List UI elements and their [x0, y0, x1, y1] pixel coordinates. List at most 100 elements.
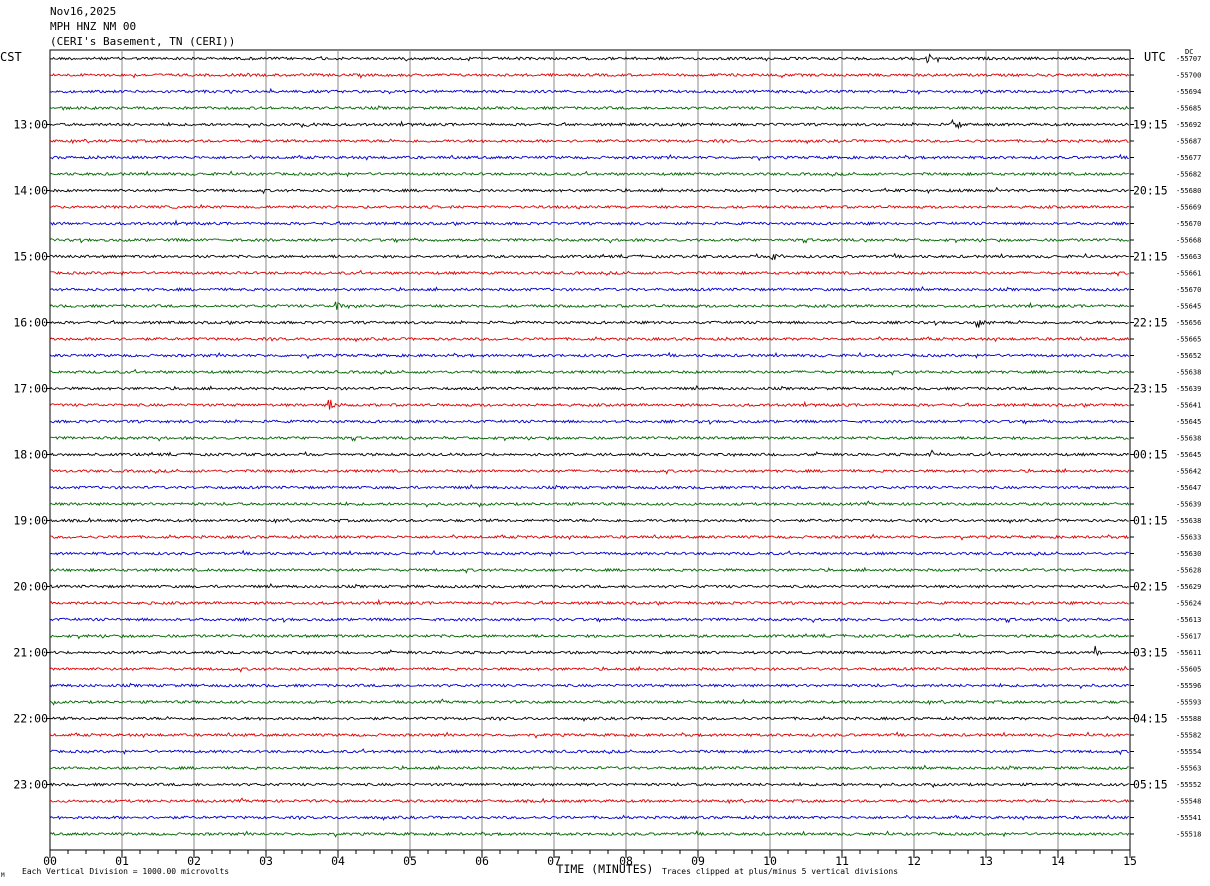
left-hour-label: 15:00: [13, 250, 48, 264]
dc-offset-label: -55554: [1176, 748, 1201, 756]
seismic-trace: [49, 153, 1129, 162]
dc-offset-label: -55685: [1176, 105, 1201, 113]
dc-label: DC: [1185, 48, 1194, 56]
seismic-trace: [49, 87, 1130, 95]
seismic-trace: [49, 715, 1130, 723]
seismic-trace: [49, 368, 1130, 376]
dc-offset-label: -55645: [1176, 451, 1201, 459]
x-tick-label: 03: [259, 854, 273, 868]
dc-offset-label: -55639: [1176, 385, 1201, 393]
seismic-trace: [49, 385, 1130, 391]
dc-offset-label: -55638: [1176, 517, 1201, 525]
seismic-trace: [49, 72, 1130, 79]
plot-frame: [49, 49, 1131, 851]
seismic-trace: [49, 435, 1129, 442]
header-station: MPH HNZ NM 00: [50, 20, 137, 33]
seismic-trace: [49, 665, 1129, 673]
seismic-trace: [49, 484, 1130, 490]
x-tick-label: 04: [331, 854, 345, 868]
dc-offset-label: -55633: [1176, 534, 1201, 542]
seismic-trace: [49, 269, 1129, 277]
seismic-trace: [49, 118, 1130, 130]
seismic-trace: [49, 682, 1130, 690]
right-timezone-label: UTC: [1144, 50, 1166, 64]
dc-offset-label: -55630: [1176, 550, 1201, 558]
dc-offset-label: -55593: [1176, 699, 1201, 707]
right-hour-label: 20:15: [1133, 184, 1168, 198]
x-tick-label: 00: [43, 854, 57, 868]
seismic-trace: [49, 500, 1130, 508]
seismic-trace: [49, 583, 1129, 589]
seismic-trace: [49, 830, 1130, 838]
left-hour-label: 23:00: [13, 778, 48, 792]
dc-offset-label: -55629: [1176, 583, 1201, 591]
seismic-trace: [49, 336, 1130, 343]
seismic-trace: [49, 632, 1129, 640]
seismic-trace: [49, 533, 1130, 541]
dc-offset-label: -55692: [1176, 121, 1201, 129]
seismic-trace: [49, 138, 1129, 145]
dc-offset-label: -55552: [1176, 781, 1201, 789]
seismic-trace: [49, 105, 1130, 111]
x-tick-label: 08: [619, 854, 633, 868]
dc-offset-label: -55700: [1176, 72, 1201, 80]
dc-offset-label: -55669: [1176, 204, 1201, 212]
right-hour-label: 05:15: [1133, 778, 1168, 792]
dc-offset-label: -55680: [1176, 187, 1201, 195]
seismic-trace: [49, 449, 1130, 458]
dc-offset-label: -55641: [1176, 402, 1201, 410]
right-hour-label: 04:15: [1133, 712, 1168, 726]
x-tick-label: 02: [187, 854, 201, 868]
scale-note: Each Vertical Division = 1000.00 microvo…: [22, 867, 230, 876]
seismic-trace: [49, 645, 1130, 657]
seismic-trace: [49, 549, 1129, 557]
seismic-trace: [49, 748, 1129, 756]
x-tick-label: 05: [403, 854, 417, 868]
dc-offset-label: -55645: [1176, 418, 1201, 426]
dc-offset-label: -55694: [1176, 88, 1201, 96]
seismic-trace: [49, 566, 1129, 574]
dc-offset-label: -55611: [1176, 649, 1201, 657]
x-tick-label: 06: [475, 854, 489, 868]
seismic-trace: [49, 731, 1130, 739]
dc-offset-label: -55707: [1176, 55, 1201, 63]
right-hour-label: 00:15: [1133, 448, 1168, 462]
header-date: Nov16,2025: [50, 5, 117, 18]
x-tick-label: 11: [835, 854, 849, 868]
left-hour-label: 13:00: [13, 118, 48, 132]
dc-offset-label: -55639: [1176, 501, 1201, 509]
seismic-trace: [49, 351, 1130, 360]
seismic-trace: [49, 764, 1129, 771]
seismic-trace: [49, 781, 1130, 789]
dc-offset-label: -55613: [1176, 616, 1201, 624]
dc-offset-label: -55582: [1176, 732, 1201, 740]
right-hour-label: 01:15: [1133, 514, 1168, 528]
right-hour-label: 03:15: [1133, 646, 1168, 660]
left-hour-label: 22:00: [13, 712, 48, 726]
seismic-trace: [49, 517, 1129, 525]
right-hour-label: 02:15: [1133, 580, 1168, 594]
seismic-trace: [49, 170, 1129, 178]
dc-offset-label: -55665: [1176, 336, 1201, 344]
dc-offset-label: -55638: [1176, 369, 1201, 377]
dc-offset-label: -55670: [1176, 286, 1201, 294]
seismic-trace: [49, 467, 1130, 475]
left-hour-label: 21:00: [13, 646, 48, 660]
seismic-trace: [49, 814, 1130, 822]
left-hour-label: 18:00: [13, 448, 48, 462]
corner-mark: M: [1, 872, 5, 879]
right-hour-label: 22:15: [1133, 316, 1168, 330]
dc-offset-label: -55668: [1176, 237, 1201, 245]
x-tick-label: 13: [979, 854, 993, 868]
dc-offset-label: -55617: [1176, 633, 1201, 641]
seismic-trace: [49, 186, 1129, 195]
dc-offset-label: -55670: [1176, 220, 1201, 228]
dc-offset-label: -55682: [1176, 171, 1201, 179]
dc-offset-label: -55628: [1176, 567, 1201, 575]
seismic-trace: [49, 698, 1130, 706]
dc-offset-label: -55663: [1176, 253, 1201, 261]
right-hour-label: 21:15: [1133, 250, 1168, 264]
dc-offset-label: -55596: [1176, 682, 1201, 690]
x-tick-label: 14: [1051, 854, 1065, 868]
